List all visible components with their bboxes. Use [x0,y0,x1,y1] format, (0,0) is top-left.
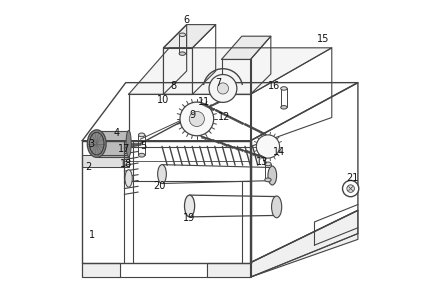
Text: 17: 17 [118,144,130,154]
Ellipse shape [179,52,186,55]
Ellipse shape [184,195,194,217]
Text: 16: 16 [268,81,280,91]
Circle shape [209,74,237,102]
Text: 13: 13 [256,157,268,168]
Polygon shape [251,210,358,277]
Text: 12: 12 [218,113,231,122]
Circle shape [218,83,229,94]
Polygon shape [82,155,128,167]
Ellipse shape [281,87,287,90]
Text: 3: 3 [88,139,94,149]
Ellipse shape [126,131,131,157]
Polygon shape [163,25,216,48]
Text: 20: 20 [153,181,165,191]
Ellipse shape [272,196,282,218]
Text: 10: 10 [157,95,170,105]
Text: 6: 6 [183,15,190,25]
Polygon shape [163,48,192,94]
Text: 2: 2 [85,162,91,172]
Text: 9: 9 [190,110,195,120]
Circle shape [256,135,280,158]
Polygon shape [222,36,271,59]
Circle shape [347,185,354,193]
Ellipse shape [179,33,186,37]
Text: 8: 8 [171,81,177,91]
Polygon shape [251,210,358,277]
Text: 21: 21 [346,173,358,183]
Text: 7: 7 [215,78,222,88]
Text: 19: 19 [183,213,196,223]
Circle shape [180,102,214,136]
Polygon shape [163,25,187,94]
Ellipse shape [265,178,271,182]
Circle shape [189,111,204,127]
Circle shape [342,180,359,197]
Polygon shape [207,263,251,277]
Text: 18: 18 [120,159,132,169]
Ellipse shape [139,133,145,137]
Ellipse shape [281,105,287,109]
Polygon shape [128,48,332,94]
Ellipse shape [125,170,132,187]
Ellipse shape [265,162,271,166]
Polygon shape [222,59,251,94]
Text: 14: 14 [273,147,286,157]
Text: 4: 4 [114,128,120,138]
Ellipse shape [139,153,145,157]
Polygon shape [82,263,120,277]
Text: 11: 11 [198,96,210,107]
Polygon shape [97,131,128,157]
Text: 5: 5 [140,142,146,151]
Ellipse shape [158,165,167,183]
Text: 1: 1 [89,230,95,240]
Ellipse shape [268,166,276,185]
Ellipse shape [87,130,106,157]
Text: 15: 15 [317,34,329,44]
